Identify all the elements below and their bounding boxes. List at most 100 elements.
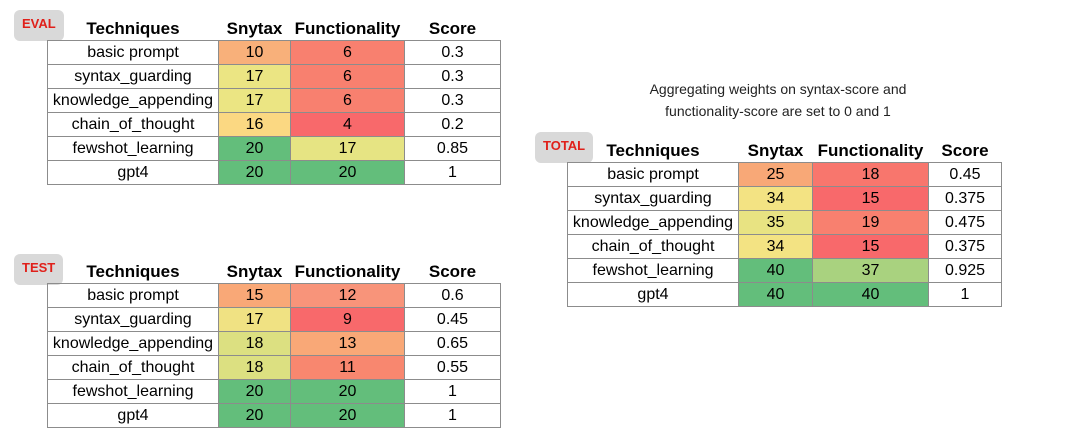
value-cell: 0.375 — [928, 234, 1002, 259]
column-header: Functionality — [294, 18, 401, 38]
value-cell: 20 — [218, 160, 291, 185]
table-row: gpt4 40 40 1 — [567, 282, 1002, 307]
value-cell: 16 — [218, 112, 291, 137]
value-cell: 12 — [290, 283, 405, 308]
value-cell: 13 — [290, 331, 405, 356]
value-cell: 0.3 — [404, 40, 501, 65]
value-cell: 6 — [290, 88, 405, 113]
header-row: Techniques Snytax Functionality Score — [568, 139, 1002, 163]
column-header: Score — [941, 140, 989, 160]
value-cell: 18 — [218, 331, 291, 356]
technique-cell: fewshot_learning — [47, 379, 219, 404]
table-badge: TEST — [14, 254, 64, 285]
technique-cell: syntax_guarding — [47, 64, 219, 89]
value-cell: 6 — [290, 40, 405, 65]
technique-cell: knowledge_appending — [567, 210, 739, 235]
technique-cell: syntax_guarding — [567, 186, 739, 211]
value-cell: 17 — [218, 88, 291, 113]
technique-cell: basic prompt — [567, 162, 739, 187]
technique-cell: knowledge_appending — [47, 331, 219, 356]
value-cell: 0.45 — [404, 307, 501, 332]
value-cell: 15 — [812, 234, 929, 259]
value-cell: 9 — [290, 307, 405, 332]
value-cell: 17 — [218, 64, 291, 89]
value-cell: 17 — [290, 136, 405, 161]
column-header: Score — [428, 261, 477, 281]
table-row: chain_of_thought 34 15 0.375 — [567, 234, 1002, 259]
table-row: knowledge_appending 35 19 0.475 — [567, 210, 1002, 235]
note: Aggregating weights on syntax-score and … — [600, 78, 956, 122]
table-row: fewshot_learning 20 20 1 — [47, 379, 501, 404]
value-cell: 35 — [738, 210, 813, 235]
score-table: Techniques Snytax Functionality Score basic … — [567, 139, 1002, 307]
score-table: Techniques Snytax Functionality Score basic … — [47, 260, 501, 428]
value-cell: 0.85 — [404, 136, 501, 161]
column-header: Snytax — [226, 18, 283, 38]
table-row: fewshot_learning 20 17 0.85 — [47, 136, 501, 161]
column-header: Techniques — [606, 140, 700, 160]
value-cell: 0.3 — [404, 64, 501, 89]
column-header: Functionality — [817, 140, 924, 160]
score-table: Techniques Snytax Functionality Score basic … — [47, 17, 501, 185]
value-cell: 0.925 — [928, 258, 1002, 283]
value-cell: 34 — [738, 186, 813, 211]
value-cell: 20 — [290, 160, 405, 185]
column-header: Snytax — [226, 261, 283, 281]
table-row: gpt4 20 20 1 — [47, 403, 501, 428]
value-cell: 6 — [290, 64, 405, 89]
note-line: functionality-score are set to 0 and 1 — [665, 103, 891, 119]
column-header: Score — [428, 18, 477, 38]
value-cell: 0.55 — [404, 355, 501, 380]
technique-cell: chain_of_thought — [47, 112, 219, 137]
value-cell: 0.65 — [404, 331, 501, 356]
value-cell: 0.475 — [928, 210, 1002, 235]
value-cell: 40 — [738, 258, 813, 283]
technique-cell: syntax_guarding — [47, 307, 219, 332]
note-line: Aggregating weights on syntax-score and — [649, 81, 907, 97]
technique-cell: knowledge_appending — [47, 88, 219, 113]
table-row: syntax_guarding 17 6 0.3 — [47, 64, 501, 89]
technique-cell: fewshot_learning — [47, 136, 219, 161]
table-row: knowledge_appending 18 13 0.65 — [47, 331, 501, 356]
value-cell: 15 — [812, 186, 929, 211]
value-cell: 0.6 — [404, 283, 501, 308]
table-row: chain_of_thought 16 4 0.2 — [47, 112, 501, 137]
value-cell: 15 — [218, 283, 291, 308]
value-cell: 11 — [290, 355, 405, 380]
value-cell: 34 — [738, 234, 813, 259]
table-row: knowledge_appending 17 6 0.3 — [47, 88, 501, 113]
value-cell: 0.45 — [928, 162, 1002, 187]
value-cell: 20 — [218, 403, 291, 428]
technique-cell: gpt4 — [47, 160, 219, 185]
technique-cell: chain_of_thought — [567, 234, 739, 259]
technique-cell: gpt4 — [567, 282, 739, 307]
value-cell: 17 — [218, 307, 291, 332]
header-row: Techniques Snytax Functionality Score — [48, 260, 501, 284]
header-row: Techniques Snytax Functionality Score — [48, 17, 501, 41]
value-cell: 18 — [218, 355, 291, 380]
technique-cell: fewshot_learning — [567, 258, 739, 283]
value-cell: 1 — [928, 282, 1002, 307]
value-cell: 18 — [812, 162, 929, 187]
technique-cell: basic prompt — [47, 40, 219, 65]
column-header: Techniques — [86, 261, 180, 281]
value-cell: 1 — [404, 403, 501, 428]
value-cell: 4 — [290, 112, 405, 137]
value-cell: 19 — [812, 210, 929, 235]
column-header: Snytax — [747, 140, 804, 160]
technique-cell: basic prompt — [47, 283, 219, 308]
table-row: syntax_guarding 34 15 0.375 — [567, 186, 1002, 211]
table-row: basic prompt 10 6 0.3 — [47, 40, 501, 65]
column-header: Functionality — [294, 261, 401, 281]
table-row: basic prompt 25 18 0.45 — [567, 162, 1002, 187]
table-row: chain_of_thought 18 11 0.55 — [47, 355, 501, 380]
table-row: basic prompt 15 12 0.6 — [47, 283, 501, 308]
value-cell: 25 — [738, 162, 813, 187]
value-cell: 20 — [290, 403, 405, 428]
table-row: fewshot_learning 40 37 0.925 — [567, 258, 1002, 283]
value-cell: 1 — [404, 379, 501, 404]
table-badge: TOTAL — [535, 132, 594, 163]
value-cell: 0.2 — [404, 112, 501, 137]
value-cell: 20 — [218, 136, 291, 161]
